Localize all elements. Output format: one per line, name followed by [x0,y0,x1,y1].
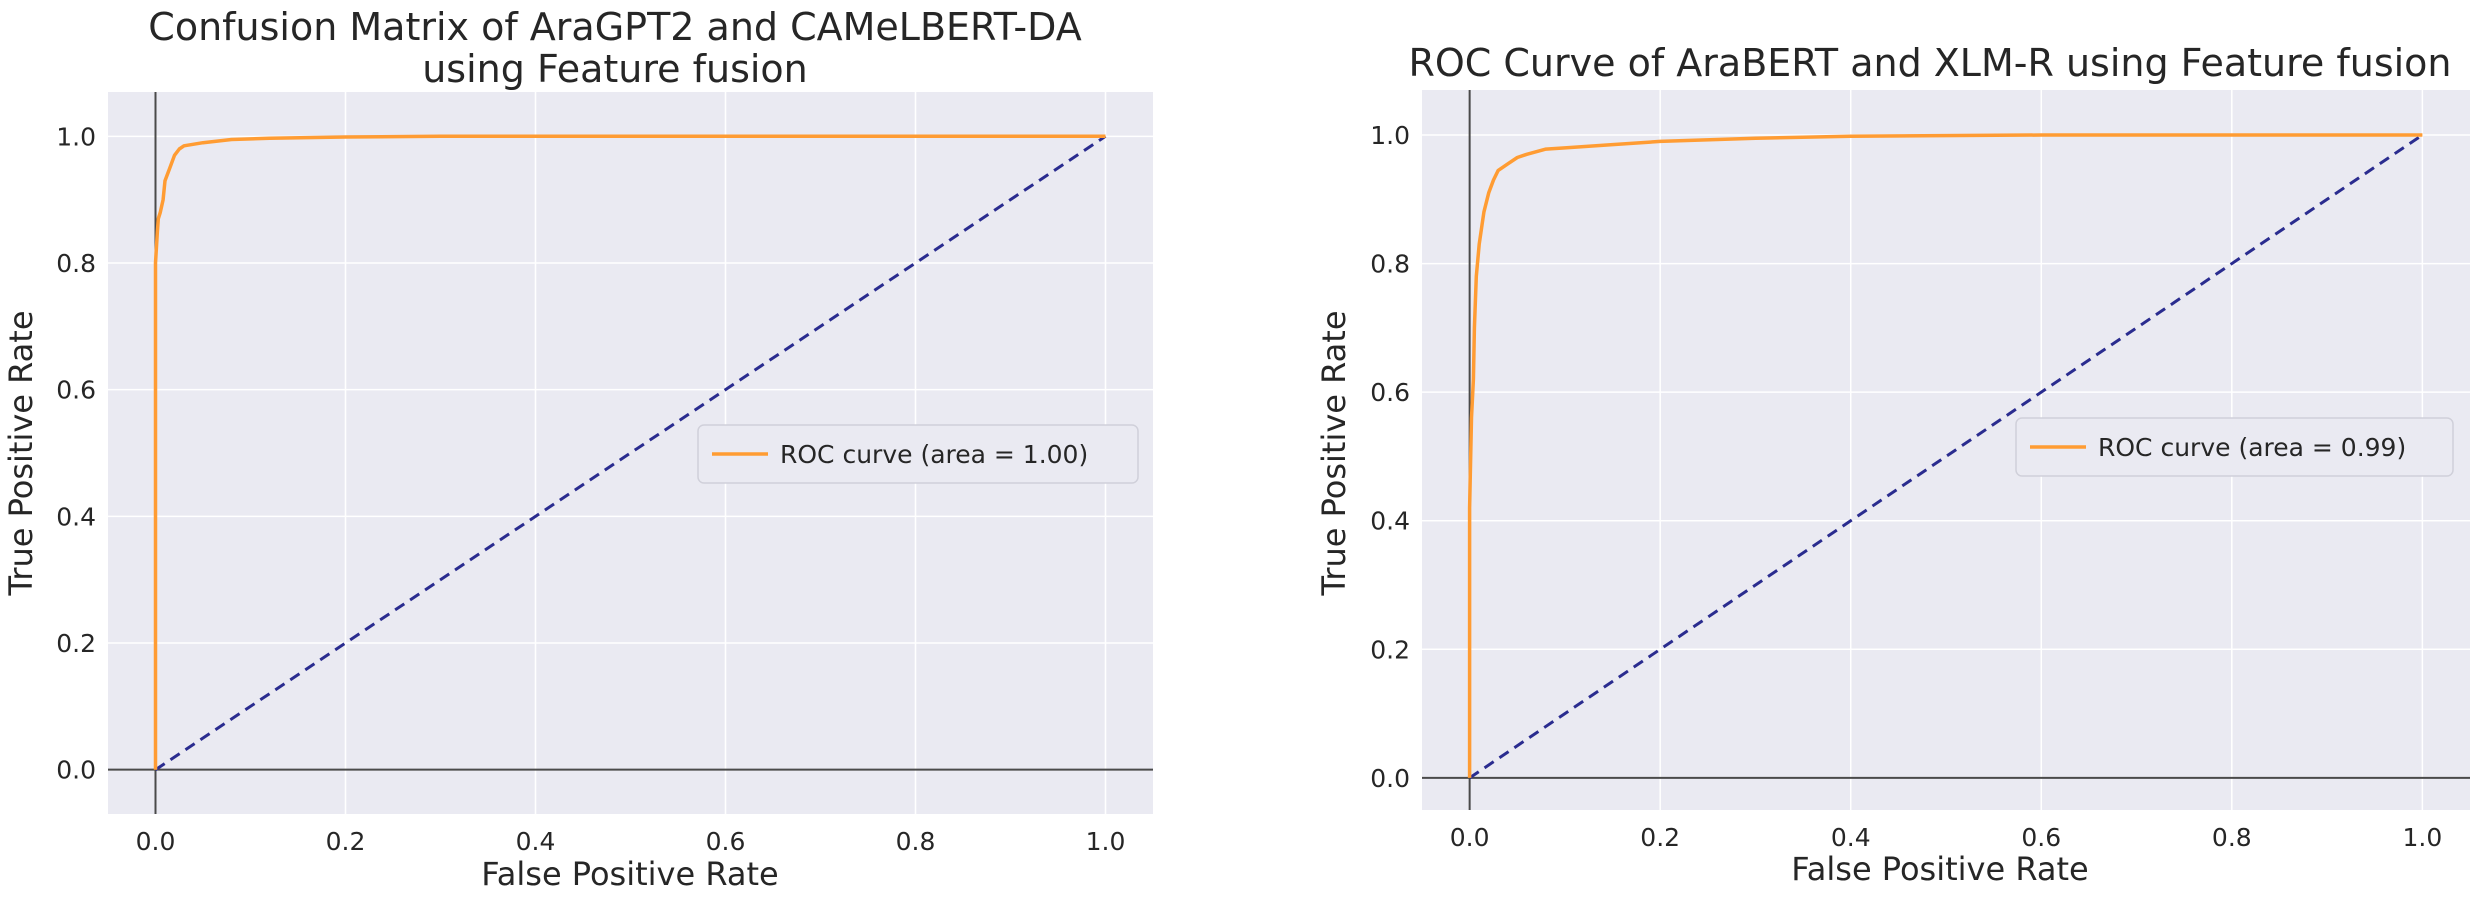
chart-1-y-tick-label: 0.0 [56,756,96,785]
chart-1-y-tick-labels: 0.0 0.2 0.4 0.6 0.8 1.0 [56,122,96,784]
chart-2-legend-box [2015,417,2454,477]
chart-1-legend: ROC curve (area = 1.00) [697,424,1139,484]
chart-1-grid [108,92,1153,814]
chart-2-roc-curve [1467,133,2423,778]
chart-1-y-tick-label: 1.0 [56,122,96,151]
chart-1-x-axis-label: False Positive Rate [481,855,778,893]
chart-2-y-tick-label: 1.0 [1370,121,1410,150]
chart-2-x-tick-label: 1.0 [2402,823,2442,852]
chart-2-title: ROC Curve of AraBERT and XLM-R using Fea… [1408,41,2451,85]
chart-1-x-tick-label: 0.0 [136,827,176,856]
chart-1-y-tick-label: 0.6 [56,376,96,405]
chart-1-y-tick-label: 0.4 [56,502,96,531]
chart-1-y-tick-label: 0.8 [56,249,96,278]
chart-1-y-axis-label: True Positive Rate [2,310,40,596]
chart-1-x-tick-label: 0.4 [516,827,556,856]
chart-1: Confusion Matrix of AraGPT2 and CAMeLBER… [2,5,1153,893]
chart-2-legend: ROC curve (area = 0.99) [2015,417,2454,477]
chart-1-title-line-2: using Feature fusion [422,47,808,91]
chart-2-y-tick-label: 0.8 [1370,250,1410,279]
chart-1-legend-box [697,424,1139,484]
chart-1-legend-label: ROC curve (area = 1.00) [780,440,1088,469]
chart-1-chance-line [154,135,1107,771]
chart-2-y-tick-label: 0.0 [1370,764,1410,793]
chart-1-x-tick-label: 0.2 [326,827,366,856]
chart-1-title-line-1: Confusion Matrix of AraGPT2 and CAMeLBER… [148,5,1081,49]
chart-2-x-tick-label: 0.8 [2212,823,2252,852]
chart-2-x-tick-label: 0.2 [1640,823,1680,852]
chart-1-x-tick-labels: 0.0 0.2 0.4 0.6 0.8 1.0 [136,827,1126,856]
chart-2-y-tick-label: 0.6 [1370,378,1410,407]
chart-2-x-tick-label: 0.6 [2021,823,2061,852]
chart-2: ROC Curve of AraBERT and XLM-R using Fea… [1315,41,2470,888]
chart-1-series [153,134,1107,771]
chart-2-y-tick-labels: 0.0 0.2 0.4 0.6 0.8 1.0 [1370,121,1410,793]
chart-1-y-tick-label: 0.2 [56,629,96,658]
chart-2-chance-line [1468,133,2424,780]
chart-1-x-tick-label: 1.0 [1086,827,1126,856]
chart-2-y-axis-label: True Positive Rate [1315,310,1353,596]
chart-2-x-tick-label: 0.4 [1831,823,1871,852]
chart-2-x-tick-labels: 0.0 0.2 0.4 0.6 0.8 1.0 [1450,823,2442,852]
chart-2-x-axis-label: False Positive Rate [1791,850,2088,888]
chart-2-legend-label: ROC curve (area = 0.99) [2098,433,2406,462]
chart-1-x-tick-label: 0.8 [896,827,936,856]
chart-2-series [1467,133,2424,780]
chart-2-x-tick-label: 0.0 [1450,823,1490,852]
chart-2-y-tick-label: 0.2 [1370,635,1410,664]
chart-2-y-tick-label: 0.4 [1370,507,1410,536]
chart-1-x-tick-label: 0.6 [706,827,746,856]
chart-1-roc-curve [153,134,1106,770]
